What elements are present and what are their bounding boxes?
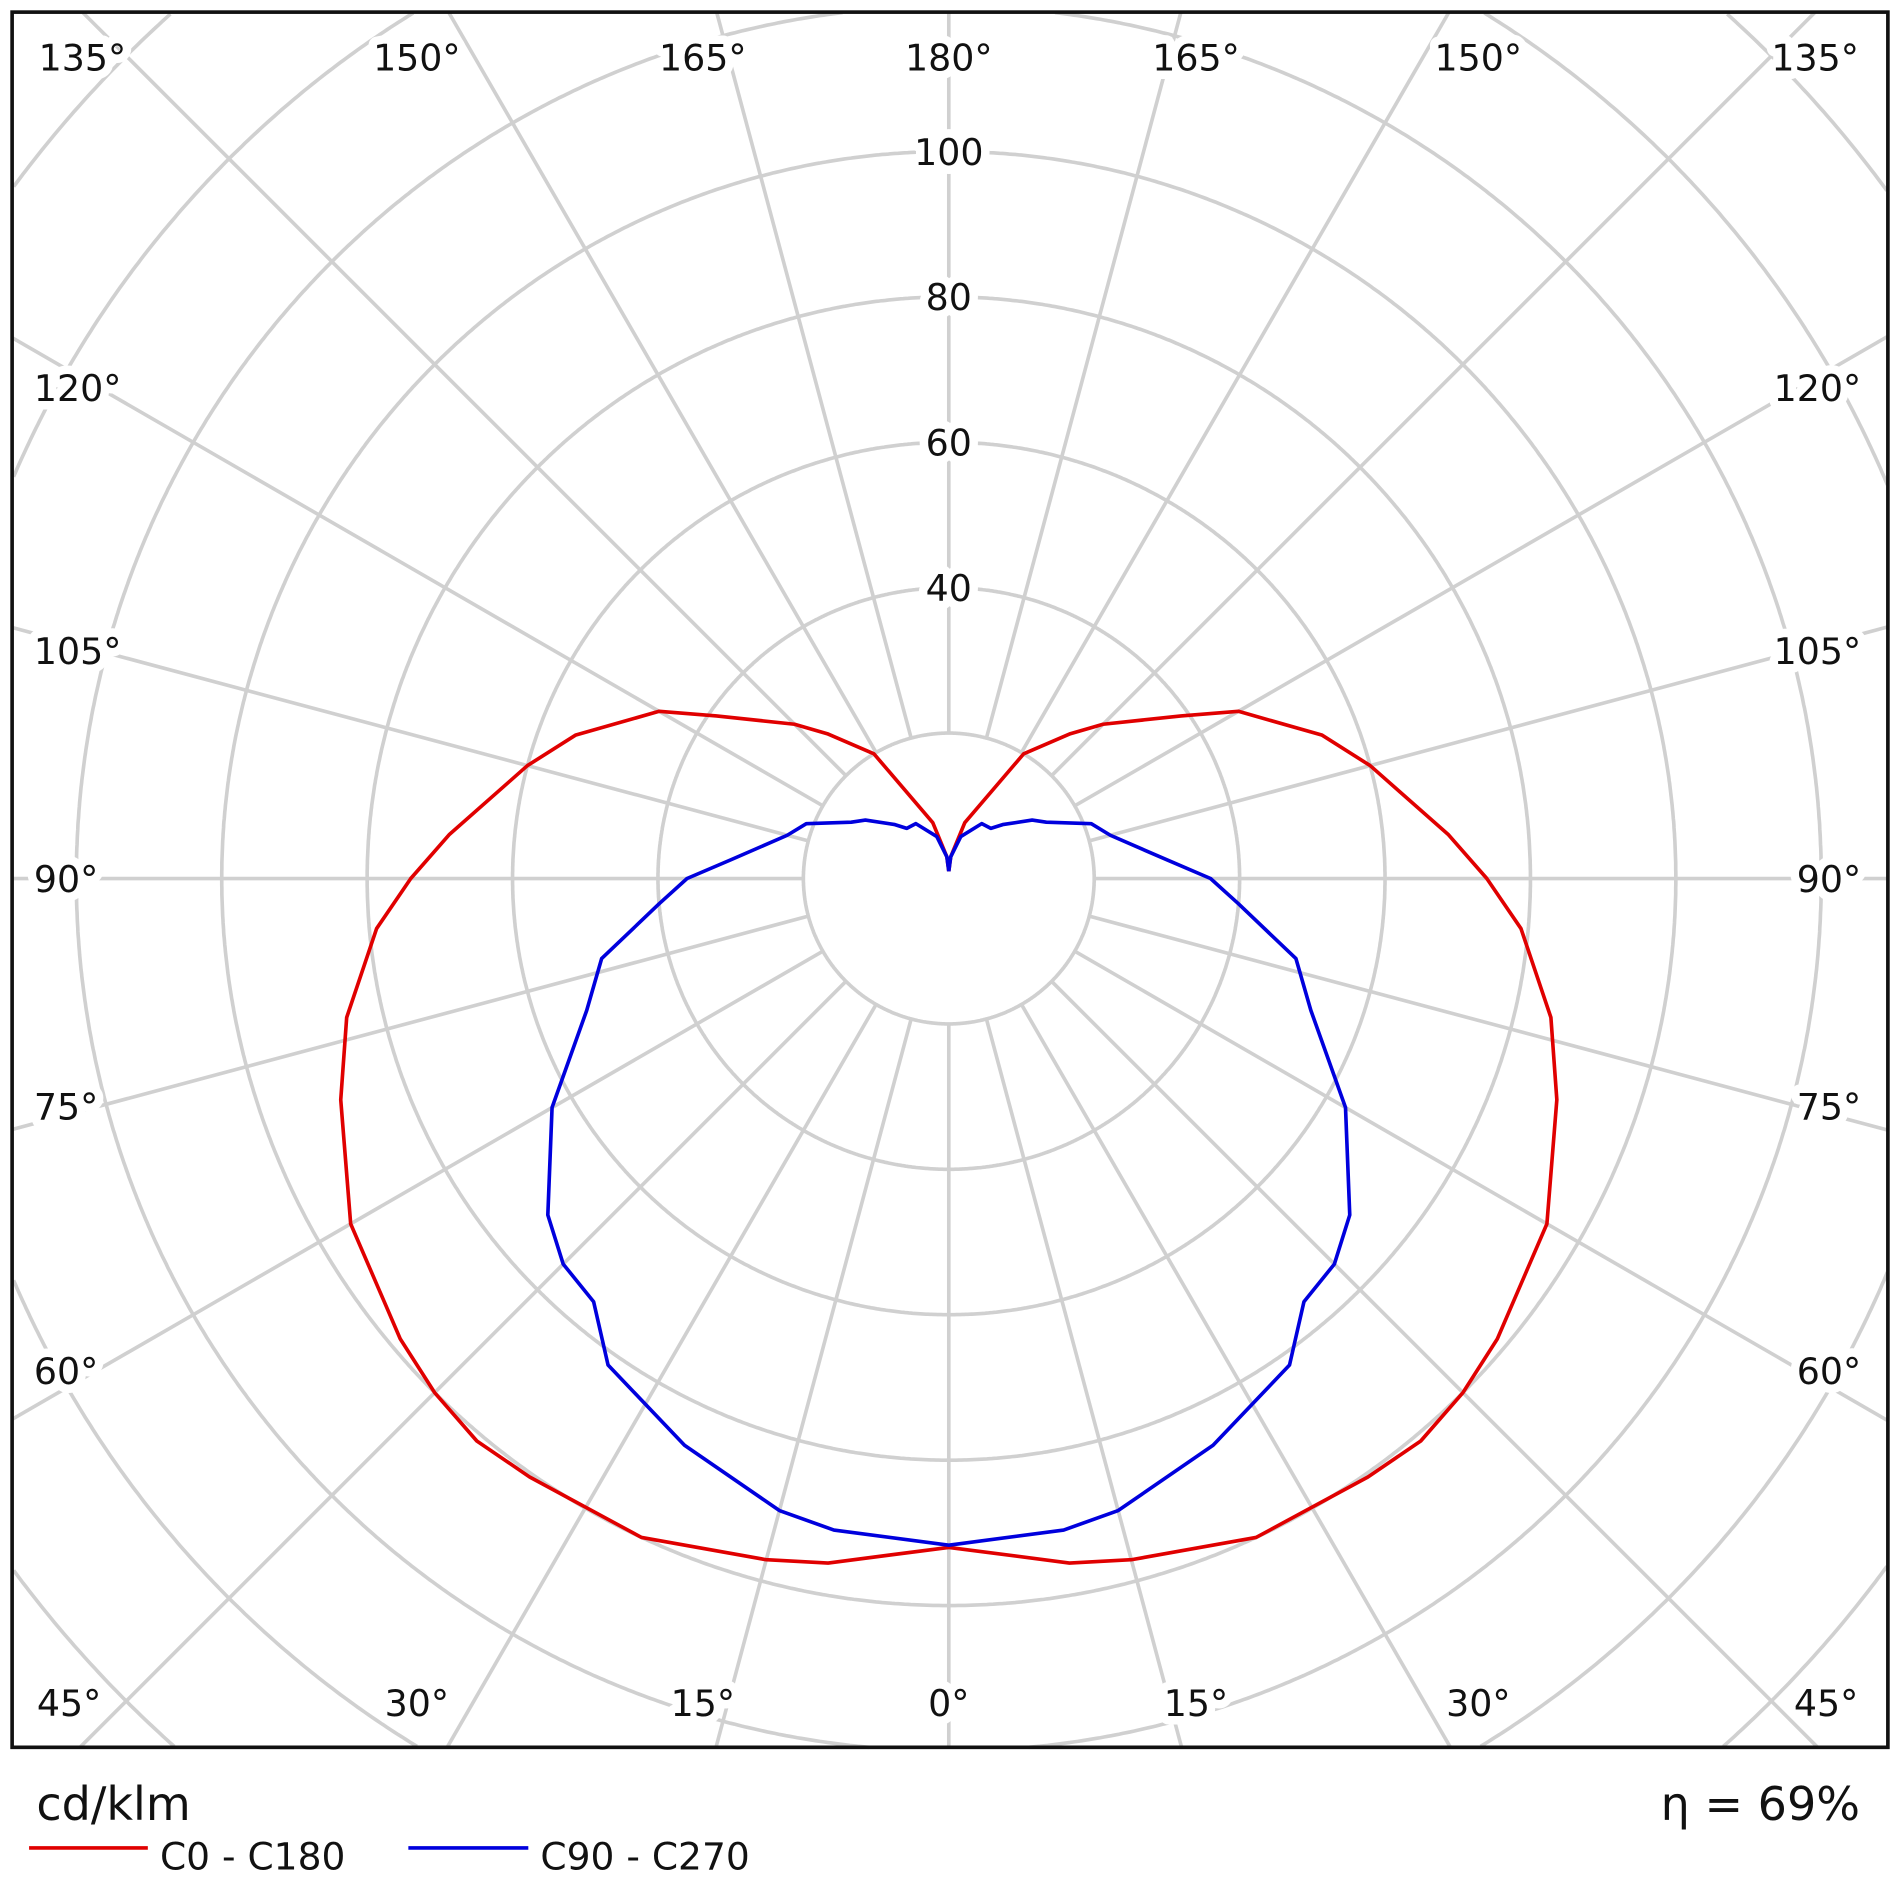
angle-label-right: 60° <box>1797 1350 1861 1393</box>
axis-labels: 40 60 80 100 135° 150° 165° 180° 165° 150° 135° 45°… <box>25 28 1869 1733</box>
grid-spoke <box>11 625 809 843</box>
efficiency-label: η = 69% <box>1661 1777 1860 1831</box>
angle-label-bottom: 45° <box>1794 1682 1858 1725</box>
grid-circle-160 <box>12 12 1889 1748</box>
angle-label-left: 75° <box>34 1086 98 1129</box>
unit-label: cd/klm <box>36 1777 190 1831</box>
legend-label-c0: C0 - C180 <box>160 1835 345 1879</box>
angle-label-right: 75° <box>1797 1086 1861 1129</box>
grid-spoke <box>1073 949 1889 1423</box>
radial-tick-label: 100 <box>914 131 983 174</box>
angle-label-bottom: 30° <box>1446 1682 1510 1725</box>
angle-label-right: 90° <box>1797 858 1861 901</box>
angle-label-right: 105° <box>1774 630 1862 673</box>
angle-label-top: 150° <box>1435 36 1523 79</box>
radial-tick-label: 60 <box>926 422 972 465</box>
angle-label-bottom: 15° <box>671 1682 735 1725</box>
angle-label-right: 120° <box>1774 367 1862 410</box>
grid-spoke <box>1088 914 1889 1132</box>
grid-spoke <box>1019 1003 1452 1749</box>
angle-label-top: 135° <box>1771 36 1859 79</box>
angle-label-left: 105° <box>34 630 122 673</box>
angle-label-top: 165° <box>659 36 747 79</box>
angle-label-left: 120° <box>34 367 122 410</box>
legend-label-c90: C90 - C270 <box>540 1835 749 1879</box>
grid-spoke <box>1050 980 1819 1749</box>
angle-label-bottom: 0° <box>928 1682 969 1725</box>
angle-label-bottom: 45° <box>37 1682 101 1725</box>
grid-spoke <box>1073 334 1889 808</box>
grid-spoke <box>714 1018 913 1748</box>
grid-spoke <box>714 11 913 739</box>
grid-spoke <box>1019 11 1451 754</box>
grid-spoke <box>1050 10 1817 777</box>
radial-tick-label: 80 <box>926 276 972 319</box>
angle-label-left: 60° <box>34 1350 98 1393</box>
series-line-c0-c180 <box>338 709 1559 1565</box>
radial-tick-label: 40 <box>926 567 972 610</box>
grid-spoke <box>11 914 809 1132</box>
angle-label-top: 135° <box>39 36 127 79</box>
grid-spoke <box>1088 625 1889 843</box>
angle-label-top: 150° <box>373 36 461 79</box>
angle-label-top: 165° <box>1152 36 1240 79</box>
grid-spoke <box>11 949 824 1421</box>
angle-label-bottom: 15° <box>1164 1682 1228 1725</box>
grid-spoke <box>984 1018 1184 1748</box>
plot-frame <box>10 10 1890 1750</box>
grid-spoke <box>11 336 824 808</box>
grid-spoke <box>78 980 848 1749</box>
grid-spoke <box>445 1003 878 1749</box>
curves <box>338 709 1559 1565</box>
angle-label-left: 90° <box>34 858 98 901</box>
grid-spoke <box>447 11 878 754</box>
grid-spoke <box>81 10 848 777</box>
angle-label-top: 180° <box>905 36 993 79</box>
polar-grid <box>11 10 1890 1750</box>
angle-label-bottom: 30° <box>385 1682 449 1725</box>
grid-circle-120 <box>74 10 1824 1750</box>
series-line-c90-c270 <box>546 818 1352 1548</box>
grid-circle-140 <box>11 11 1890 1748</box>
grid-spoke <box>984 11 1183 739</box>
